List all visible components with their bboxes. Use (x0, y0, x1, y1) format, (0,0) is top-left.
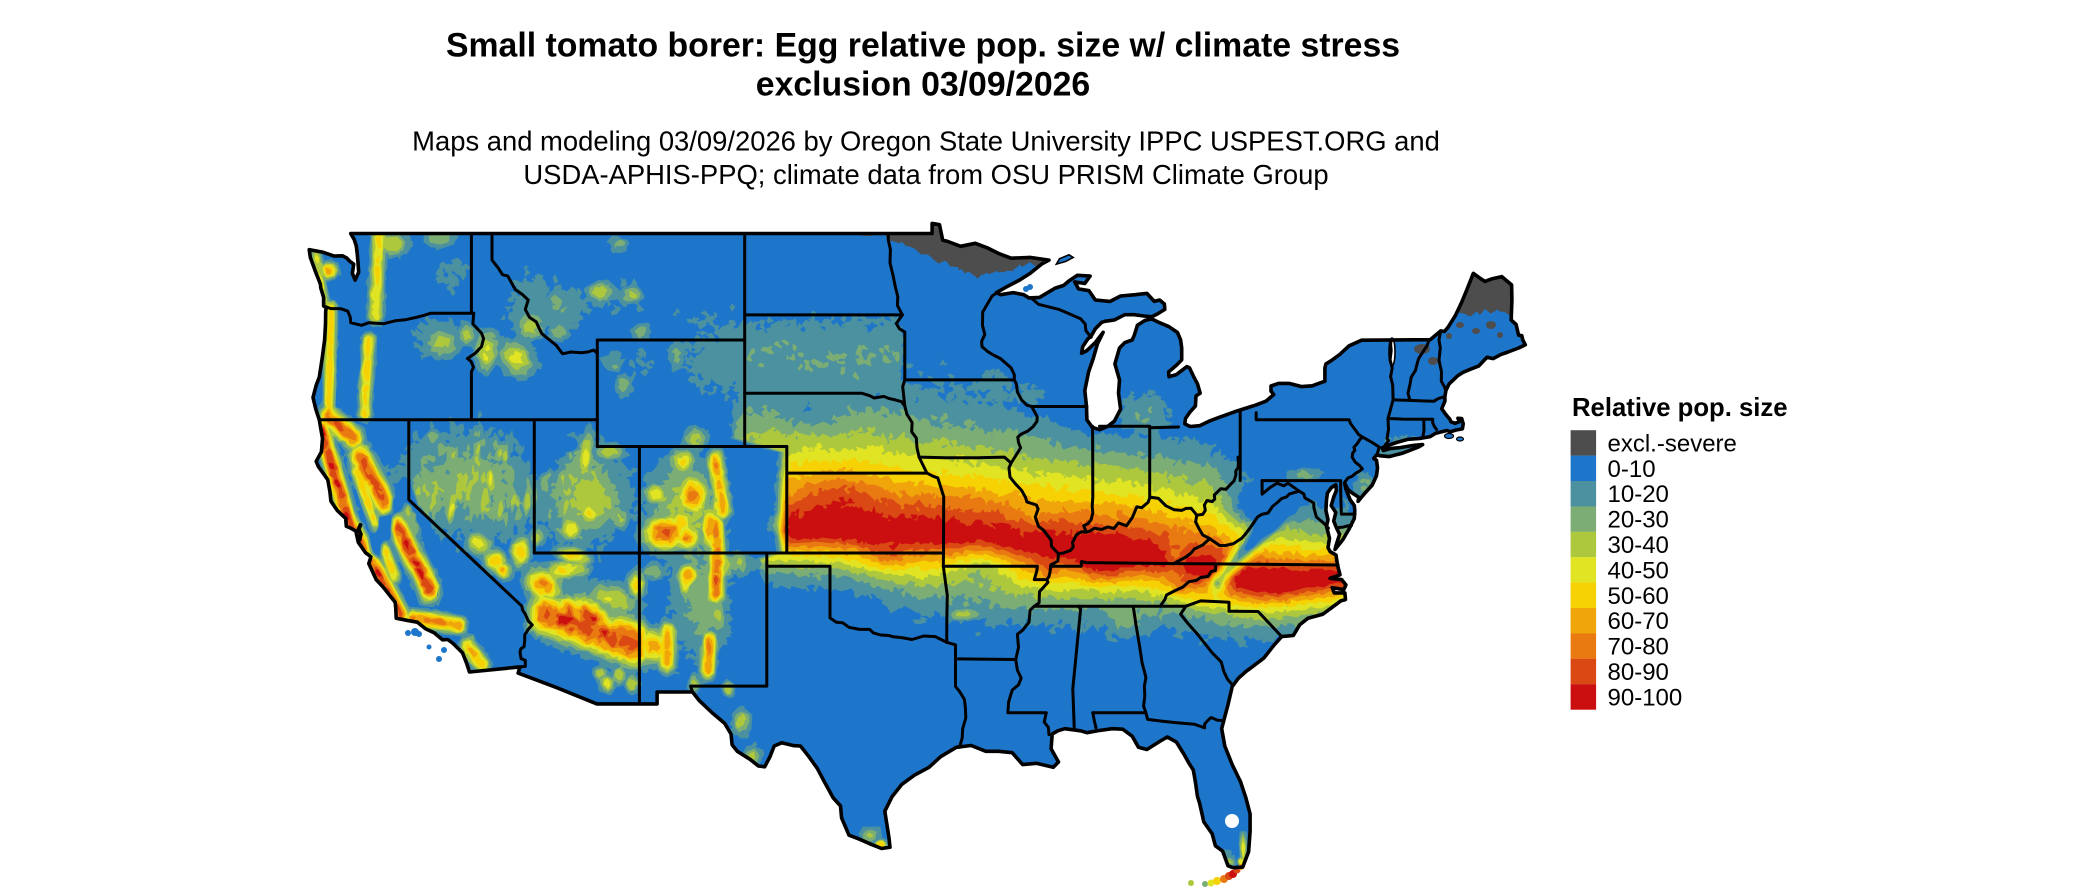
svg-text:80-90: 80-90 (1608, 659, 1669, 686)
svg-text:40-50: 40-50 (1608, 557, 1669, 584)
svg-text:Small tomato borer: Egg relati: Small tomato borer: Egg relative pop. si… (446, 27, 1400, 65)
svg-text:exclusion 03/09/2026: exclusion 03/09/2026 (756, 66, 1090, 104)
svg-text:70-80: 70-80 (1608, 634, 1669, 661)
svg-text:0-10: 0-10 (1608, 456, 1656, 483)
svg-text:Relative pop. size: Relative pop. size (1572, 394, 1788, 422)
svg-text:90-100: 90-100 (1608, 684, 1683, 711)
svg-text:Maps and modeling 03/09/2026 b: Maps and modeling 03/09/2026 by Oregon S… (412, 126, 1440, 157)
svg-text:10-20: 10-20 (1608, 481, 1669, 508)
svg-text:20-30: 20-30 (1608, 507, 1669, 534)
svg-text:60-70: 60-70 (1608, 608, 1669, 635)
svg-text:50-60: 50-60 (1608, 583, 1669, 610)
svg-text:USDA-APHIS-PPQ; climate data f: USDA-APHIS-PPQ; climate data from OSU PR… (523, 159, 1328, 190)
svg-text:excl.-severe: excl.-severe (1608, 430, 1737, 457)
svg-text:30-40: 30-40 (1608, 532, 1669, 559)
